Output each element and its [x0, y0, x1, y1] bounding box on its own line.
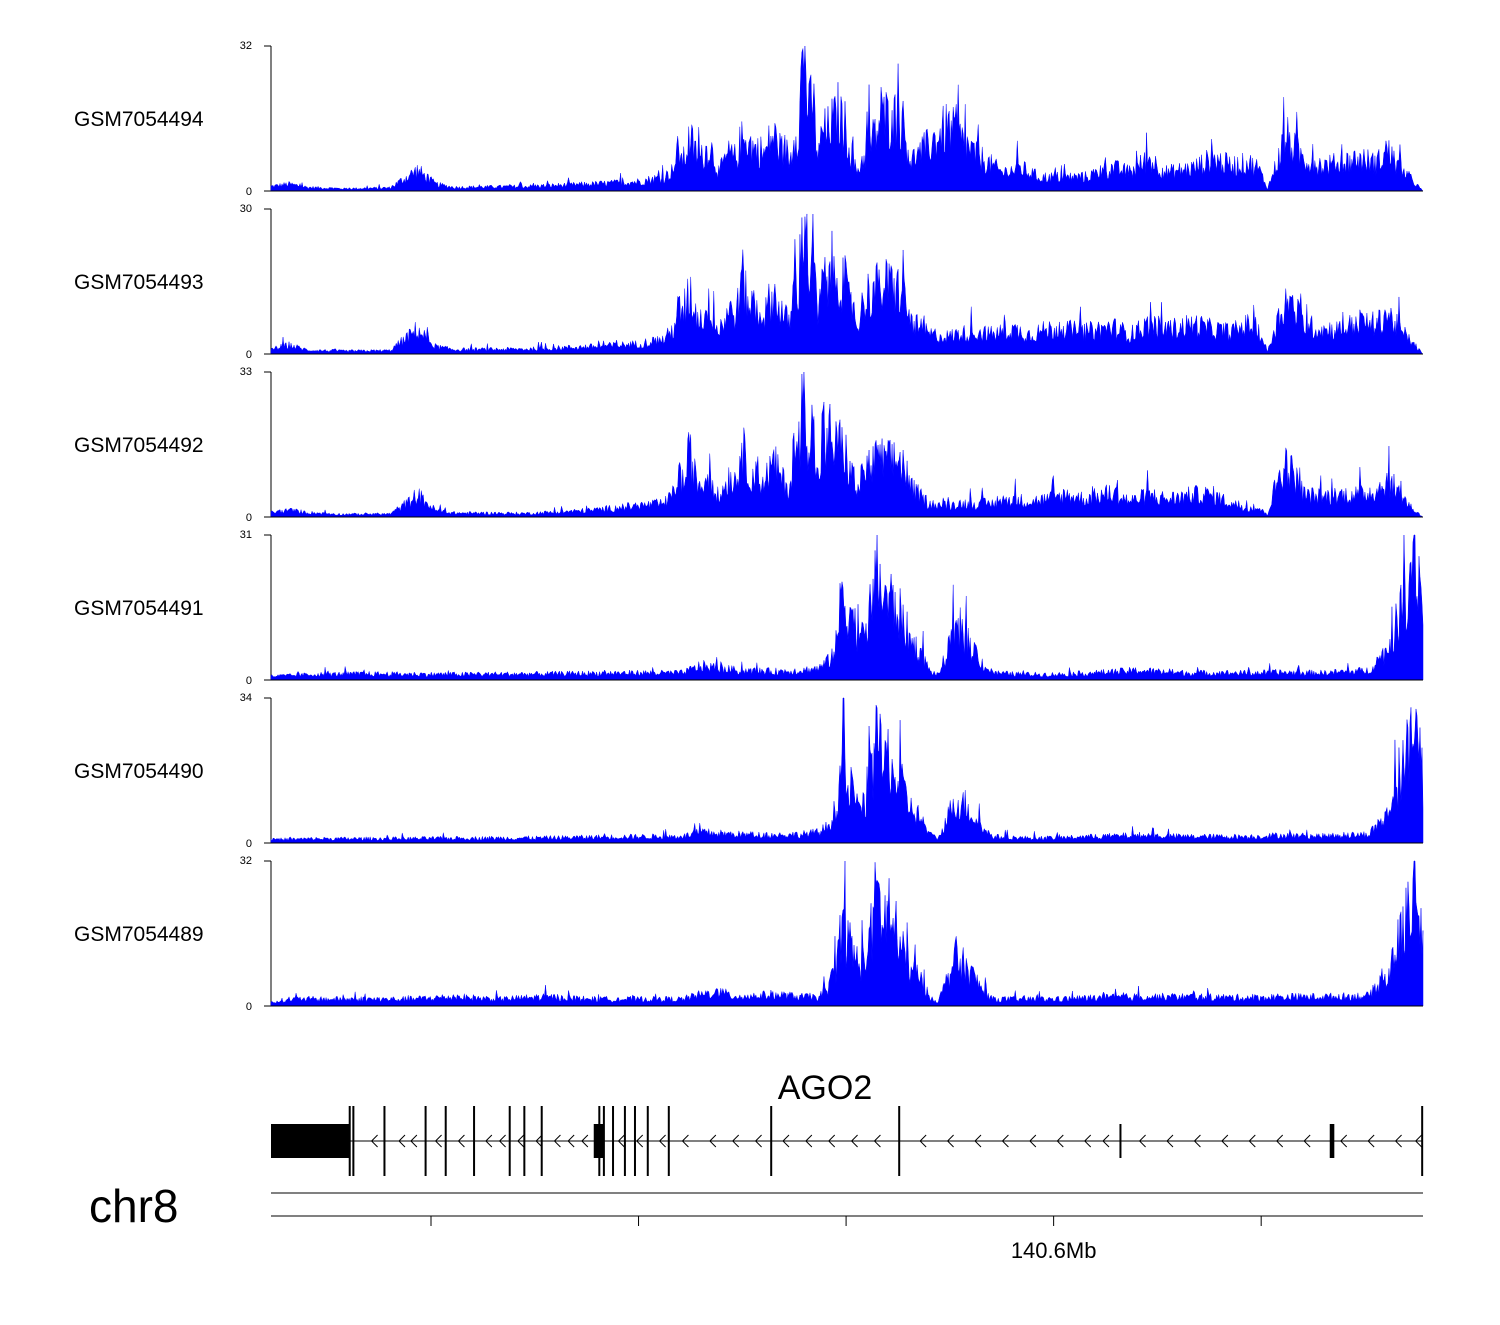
strand-arrow	[1166, 1134, 1174, 1148]
gene-exon	[770, 1106, 773, 1176]
gene-exon	[623, 1106, 626, 1176]
coverage-area-GSM7054491	[270, 534, 1424, 681]
strand-arrow	[1221, 1134, 1229, 1148]
y-axis-max-label: 30	[240, 203, 252, 215]
strand-arrow	[517, 1134, 525, 1148]
coverage-area-GSM7054489	[270, 860, 1424, 1007]
y-axis-min-label: 0	[246, 349, 252, 361]
gene-exon	[424, 1106, 427, 1176]
y-axis-max-label: 31	[240, 529, 252, 541]
strand-arrow	[457, 1134, 465, 1148]
chromosome-label: chr8	[89, 1180, 178, 1232]
strand-arrow	[410, 1134, 418, 1148]
y-axis-min-label: 0	[246, 186, 252, 198]
gene-exon	[383, 1106, 386, 1176]
track-label-GSM7054492: GSM7054492	[74, 434, 204, 457]
gene-utr-block	[271, 1124, 350, 1158]
strand-arrow	[974, 1134, 982, 1148]
gene-exon	[523, 1106, 526, 1176]
strand-arrow	[873, 1134, 881, 1148]
y-axis-min-label: 0	[246, 838, 252, 850]
strand-arrow	[1102, 1134, 1110, 1148]
gene-exon	[1329, 1124, 1335, 1158]
gene-exon	[667, 1106, 670, 1176]
strand-arrow	[828, 1134, 836, 1148]
y-axis-max-label: 32	[240, 40, 252, 52]
strand-arrow	[1276, 1134, 1284, 1148]
coverage-area-GSM7054490	[270, 697, 1424, 844]
gene-exon	[898, 1106, 901, 1176]
gene-exon	[646, 1106, 649, 1176]
gene-exon	[473, 1106, 476, 1176]
strand-arrow	[1084, 1134, 1092, 1148]
strand-arrow	[946, 1134, 954, 1148]
gene-exon	[348, 1106, 351, 1176]
track-label-GSM7054491: GSM7054491	[74, 597, 204, 620]
gene-exon	[633, 1106, 636, 1176]
coverage-area-GSM7054494	[270, 45, 1424, 192]
coverage-area-GSM7054492	[270, 371, 1424, 518]
gene-exon	[1119, 1124, 1122, 1158]
strand-arrow	[1193, 1134, 1201, 1148]
strand-arrow	[850, 1134, 858, 1148]
strand-arrow	[732, 1134, 740, 1148]
strand-arrow	[434, 1134, 442, 1148]
strand-arrow	[398, 1134, 406, 1148]
strand-arrow	[1138, 1134, 1146, 1148]
gene-exon	[598, 1106, 601, 1176]
strand-arrow	[636, 1134, 644, 1148]
gene-exon	[612, 1106, 615, 1176]
gene-exon	[352, 1106, 355, 1176]
track-label-GSM7054494: GSM7054494	[74, 108, 204, 131]
strand-arrow	[485, 1134, 493, 1148]
strand-arrow	[681, 1134, 689, 1148]
strand-arrow	[1303, 1134, 1311, 1148]
strand-arrow	[370, 1134, 378, 1148]
strand-arrow	[498, 1134, 506, 1148]
strand-arrow	[617, 1134, 625, 1148]
strand-arrow	[709, 1134, 717, 1148]
strand-arrow	[567, 1134, 575, 1148]
strand-arrow	[581, 1134, 589, 1148]
strand-arrow	[553, 1134, 561, 1148]
y-axis-min-label: 0	[246, 1001, 252, 1013]
track-label-GSM7054493: GSM7054493	[74, 271, 204, 294]
gene-exon	[540, 1106, 543, 1176]
strand-arrow	[1001, 1134, 1009, 1148]
track-label-GSM7054490: GSM7054490	[74, 760, 204, 783]
gene-exon	[444, 1106, 447, 1176]
strand-arrow	[754, 1134, 762, 1148]
gene-exon	[602, 1106, 605, 1176]
strand-arrow	[1029, 1134, 1037, 1148]
y-axis-max-label: 32	[240, 855, 252, 867]
strand-arrow	[1248, 1134, 1256, 1148]
strand-arrow	[1414, 1134, 1423, 1148]
strand-arrow	[535, 1134, 543, 1148]
strand-arrow	[658, 1134, 666, 1148]
y-axis-max-label: 33	[240, 366, 252, 378]
y-axis-min-label: 0	[246, 512, 252, 524]
gene-name-label: AGO2	[778, 1069, 872, 1107]
strand-arrow	[805, 1134, 813, 1148]
strand-arrow	[1340, 1134, 1348, 1148]
coordinate-axis-tick-label: 140.6Mb	[1011, 1238, 1097, 1263]
gene-exon	[1421, 1106, 1424, 1176]
gene-exon	[508, 1106, 511, 1176]
strand-arrow	[1367, 1134, 1375, 1148]
strand-arrow	[1056, 1134, 1064, 1148]
strand-arrow	[782, 1134, 790, 1148]
y-axis-min-label: 0	[246, 675, 252, 687]
strand-arrow	[919, 1134, 927, 1148]
strand-arrow	[1394, 1134, 1402, 1148]
track-label-GSM7054489: GSM7054489	[74, 923, 204, 946]
y-axis-max-label: 34	[240, 692, 252, 704]
coverage-area-GSM7054493	[270, 213, 1424, 355]
